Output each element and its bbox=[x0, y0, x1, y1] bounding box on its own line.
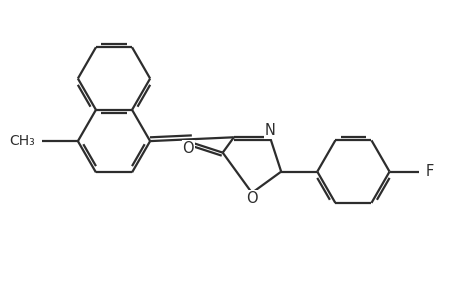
Text: N: N bbox=[264, 123, 275, 138]
Text: CH₃: CH₃ bbox=[9, 134, 35, 148]
Text: O: O bbox=[246, 191, 257, 206]
Text: O: O bbox=[182, 141, 194, 156]
Text: F: F bbox=[425, 164, 433, 179]
